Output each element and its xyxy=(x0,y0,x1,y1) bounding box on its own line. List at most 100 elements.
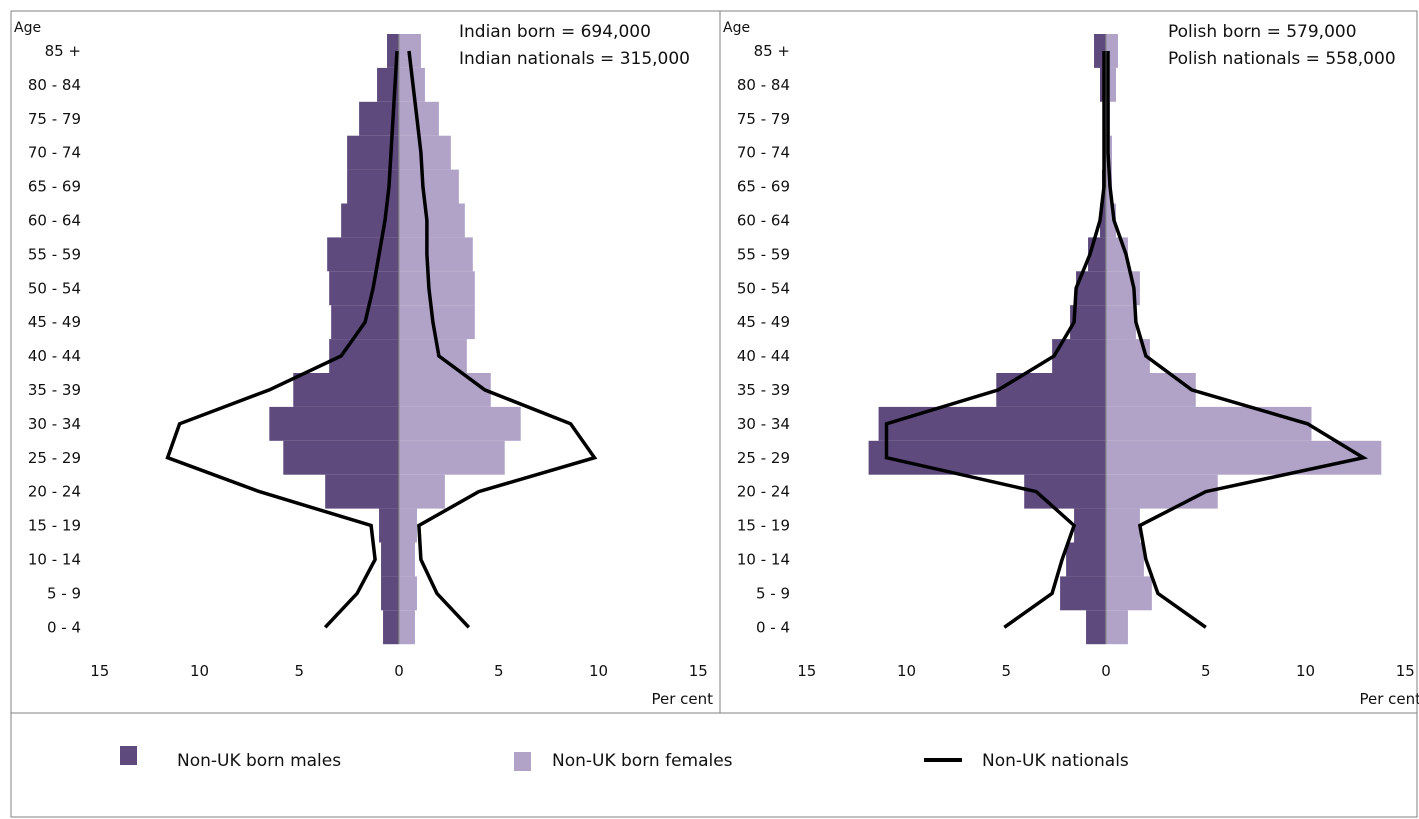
age-tick-label: 15 - 19 xyxy=(28,517,81,535)
age-tick-label: 0 - 4 xyxy=(756,618,790,636)
age-tick-label: 15 - 19 xyxy=(737,517,790,535)
male-bar xyxy=(383,610,399,645)
female-bar xyxy=(1106,406,1312,441)
age-tick-label: 65 - 69 xyxy=(737,178,790,196)
x-tick-label: 10 xyxy=(589,662,608,680)
polish-pyramid-panel: 0 - 4 5 - 9 10 - 14 15 - 19 20 - 24 25 - 29 30… xyxy=(723,20,1419,708)
age-tick-label: 10 - 14 xyxy=(28,550,81,568)
female-bar xyxy=(399,576,417,611)
female-bar xyxy=(399,271,475,306)
female-bar xyxy=(1106,440,1382,475)
age-tick-label: 65 - 69 xyxy=(28,178,81,196)
age-tick-label: 5 - 9 xyxy=(47,584,81,602)
age-tick-label: 80 - 84 xyxy=(28,76,81,94)
age-tick-label: 60 - 64 xyxy=(737,211,790,229)
x-tick-label: 15 xyxy=(90,662,109,680)
age-tick-label: 85 + xyxy=(754,42,790,60)
age-tick-label: 50 - 54 xyxy=(28,279,81,297)
male-bar xyxy=(1066,542,1106,577)
male-bar xyxy=(868,440,1106,475)
male-bar xyxy=(381,542,399,577)
age-tick-label: 25 - 29 xyxy=(28,449,81,467)
nationals-male-line xyxy=(884,51,1106,629)
x-tick-label: 15 xyxy=(1396,662,1415,680)
male-bar xyxy=(379,508,399,543)
legend-swatch-males xyxy=(120,746,137,765)
female-bar xyxy=(399,474,445,509)
age-tick-label: 40 - 44 xyxy=(737,347,790,365)
male-bar xyxy=(269,406,399,441)
chart-frame xyxy=(10,10,1418,818)
female-bar xyxy=(399,406,521,441)
male-bar xyxy=(283,440,399,475)
female-bar xyxy=(1106,67,1116,102)
age-tick-label: 35 - 39 xyxy=(28,381,81,399)
female-bar xyxy=(399,440,505,475)
male-bar xyxy=(325,474,399,509)
age-tick-label: 10 - 14 xyxy=(737,550,790,568)
female-bar xyxy=(399,373,491,407)
female-bar xyxy=(1106,542,1144,577)
female-bar xyxy=(399,135,451,170)
legend-label-females: Non-UK born females xyxy=(552,751,733,771)
age-tick-label: 70 - 74 xyxy=(28,144,81,162)
female-bar xyxy=(1106,508,1140,543)
y-axis-label: Age xyxy=(14,20,41,36)
age-tick-label: 45 - 49 xyxy=(28,313,81,331)
population-annotation: Indian nationals = 315,000 xyxy=(459,49,690,69)
population-annotation: Polish born = 579,000 xyxy=(1168,22,1357,42)
female-bar xyxy=(399,203,465,238)
x-tick-label: 5 xyxy=(1001,662,1011,680)
male-bar xyxy=(878,406,1106,441)
male-bar xyxy=(341,203,399,238)
legend-label-males: Non-UK born males xyxy=(177,751,341,771)
female-bar xyxy=(399,610,415,645)
female-bar xyxy=(399,305,475,340)
age-tick-label: 35 - 39 xyxy=(737,381,790,399)
age-tick-label: 45 - 49 xyxy=(737,313,790,331)
x-tick-label: 0 xyxy=(394,662,404,680)
age-tick-label: 30 - 34 xyxy=(28,415,81,433)
male-bar xyxy=(329,271,399,306)
x-tick-label: 5 xyxy=(1201,662,1211,680)
age-tick-label: 25 - 29 xyxy=(737,449,790,467)
x-tick-label: 0 xyxy=(1101,662,1111,680)
x-tick-label: 10 xyxy=(1296,662,1315,680)
nationals-female-line xyxy=(1106,51,1369,629)
age-tick-label: 50 - 54 xyxy=(737,279,790,297)
age-tick-label: 20 - 24 xyxy=(28,483,81,501)
age-tick-label: 30 - 34 xyxy=(737,415,790,433)
age-tick-label: 0 - 4 xyxy=(47,618,81,636)
indian-pyramid-panel: 0 - 4 5 - 9 10 - 14 15 - 19 20 - 24 25 - 29 30… xyxy=(14,20,713,708)
female-bar xyxy=(399,169,459,204)
age-tick-label: 40 - 44 xyxy=(28,347,81,365)
legend: Non-UK born males Non-UK born females No… xyxy=(120,746,1129,771)
population-annotation: Polish nationals = 558,000 xyxy=(1168,49,1396,69)
male-bar xyxy=(996,373,1106,407)
male-bar xyxy=(387,34,399,68)
male-bar xyxy=(381,576,399,611)
female-bar xyxy=(1106,576,1152,611)
age-tick-label: 70 - 74 xyxy=(737,144,790,162)
male-bar xyxy=(1074,508,1106,543)
nationals-male-line xyxy=(165,50,399,629)
x-tick-label: 15 xyxy=(797,662,816,680)
age-tick-label: 75 - 79 xyxy=(737,110,790,128)
female-bar xyxy=(1106,203,1116,238)
male-bar xyxy=(1086,610,1106,645)
x-axis-label: Per cent xyxy=(1359,690,1419,708)
x-axis-label: Per cent xyxy=(651,690,713,708)
age-tick-label: 80 - 84 xyxy=(737,76,790,94)
x-tick-label: 5 xyxy=(294,662,304,680)
female-bar xyxy=(1106,373,1196,407)
age-tick-label: 20 - 24 xyxy=(737,483,790,501)
male-bar xyxy=(1060,576,1106,611)
age-tick-label: 60 - 64 xyxy=(28,211,81,229)
age-tick-label: 85 + xyxy=(45,42,81,60)
male-bar xyxy=(327,237,399,272)
female-bar xyxy=(1106,474,1218,509)
age-tick-label: 55 - 59 xyxy=(28,245,81,263)
y-axis-label: Age xyxy=(723,20,750,36)
age-tick-label: 75 - 79 xyxy=(28,110,81,128)
